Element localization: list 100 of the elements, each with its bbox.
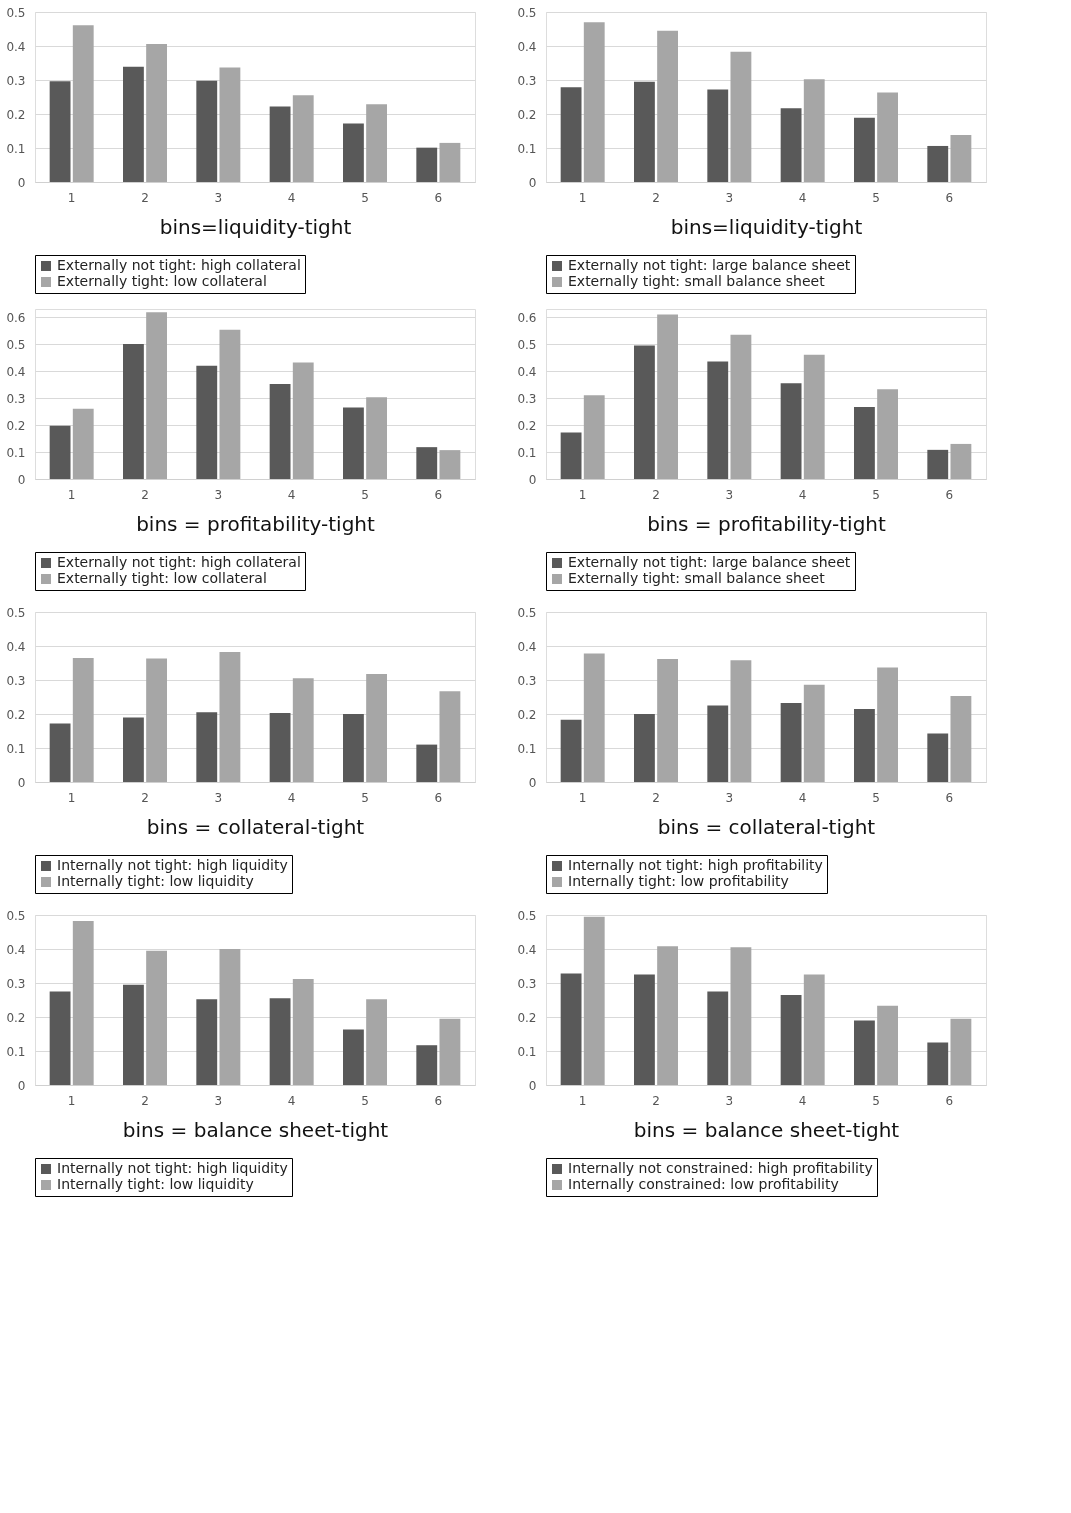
bar (123, 66, 144, 182)
y-tick-label: 0 (528, 775, 537, 790)
bar (560, 973, 582, 1085)
y-tick-label: 0.4 (517, 639, 537, 654)
x-tick-label: 3 (214, 487, 223, 502)
x-tick-label: 2 (652, 790, 660, 805)
bar (560, 87, 582, 182)
bar (269, 712, 291, 782)
y-tick-label: 0.6 (6, 310, 26, 325)
legend-label: Externally tight: low collateral (57, 570, 267, 586)
bar (439, 691, 461, 782)
bar (634, 974, 655, 1085)
bar (927, 449, 949, 479)
bar (72, 408, 94, 479)
x-tick-label: 3 (725, 790, 734, 805)
x-axis-title: bins = balance sheet-tight (633, 1117, 900, 1142)
x-tick-label: 6 (434, 487, 443, 502)
bar (730, 51, 752, 182)
x-tick-label: 4 (287, 790, 296, 805)
bar (343, 1029, 364, 1085)
bar (416, 1045, 438, 1085)
bar (877, 667, 898, 782)
bar (416, 447, 438, 479)
bar (219, 652, 241, 782)
x-tick-label: 5 (361, 790, 369, 805)
legend-label: Externally tight: small balance sheet (568, 570, 826, 586)
y-tick-label: 0.1 (6, 1044, 26, 1059)
bar (877, 389, 898, 479)
bar (927, 145, 949, 182)
y-tick-label: 0 (528, 175, 537, 190)
bar (803, 354, 825, 479)
bar (439, 1018, 461, 1085)
x-tick-label: 1 (578, 190, 587, 205)
legend-label: Externally not tight: high collateral (57, 554, 301, 570)
y-tick-label: 0.3 (6, 73, 26, 88)
x-tick-label: 2 (652, 487, 660, 502)
bar (416, 744, 438, 782)
bar (292, 95, 314, 182)
x-tick-label: 2 (652, 190, 660, 205)
legend-label: Externally not tight: large balance sheet (568, 554, 851, 570)
bar (560, 432, 582, 479)
bar (49, 425, 71, 479)
x-tick-label: 4 (798, 1093, 807, 1108)
legend-label: Externally tight: low collateral (57, 273, 267, 289)
bar (583, 653, 605, 782)
legend-label: Externally tight: small balance sheet (568, 273, 826, 289)
x-tick-label: 2 (141, 1093, 149, 1108)
bar (730, 947, 752, 1085)
x-tick-label: 5 (872, 1093, 880, 1108)
bar (72, 921, 94, 1085)
bar (634, 345, 655, 479)
y-tick-label: 0.2 (6, 418, 26, 433)
x-tick-label: 6 (945, 790, 954, 805)
x-tick-label: 4 (798, 790, 807, 805)
bar (219, 67, 241, 182)
legend-label: Internally not tight: high profitability (568, 857, 823, 873)
y-tick-label: 0.4 (517, 942, 537, 957)
legend-label: Internally not tight: high liquidity (57, 857, 288, 873)
y-tick-label: 0.2 (6, 707, 26, 722)
bar (707, 991, 729, 1085)
x-tick-label: 5 (872, 790, 880, 805)
bar (803, 79, 825, 182)
bar (780, 108, 802, 182)
x-tick-label: 6 (434, 190, 443, 205)
x-tick-label: 1 (67, 487, 76, 502)
y-tick-label: 0.4 (6, 364, 26, 379)
y-tick-label: 0.4 (6, 639, 26, 654)
y-tick-label: 0.2 (517, 707, 537, 722)
y-tick-label: 0.4 (517, 364, 537, 379)
bar (366, 673, 387, 782)
bar (219, 329, 241, 479)
y-tick-label: 0.3 (6, 673, 26, 688)
bar (657, 946, 678, 1085)
y-tick-label: 0.1 (517, 1044, 537, 1059)
bar (877, 92, 898, 182)
y-tick-label: 0.1 (517, 741, 537, 756)
legend-label: Internally constrained: low profitability (568, 1176, 839, 1192)
bar (343, 123, 364, 182)
x-tick-label: 6 (434, 1093, 443, 1108)
bar (72, 657, 94, 782)
bar (583, 916, 605, 1085)
bar (927, 1042, 949, 1085)
legend-label: Internally tight: low liquidity (57, 1176, 254, 1192)
y-tick-label: 0 (17, 175, 26, 190)
bar (49, 991, 71, 1085)
bar (196, 712, 218, 782)
legend-label: Internally not constrained: high profitability (568, 1160, 873, 1176)
x-tick-label: 3 (725, 190, 734, 205)
x-tick-label: 6 (945, 1093, 954, 1108)
x-tick-label: 4 (287, 190, 296, 205)
y-tick-label: 0.3 (517, 391, 537, 406)
x-axis-title: bins=liquidity-tight (159, 214, 352, 239)
bar (803, 974, 825, 1085)
x-axis-title: bins = profitability-tight (136, 511, 376, 536)
y-tick-label: 0.2 (517, 418, 537, 433)
y-tick-label: 0.5 (6, 5, 26, 20)
x-tick-label: 5 (872, 190, 880, 205)
x-axis-title: bins = profitability-tight (647, 511, 887, 536)
x-tick-label: 2 (652, 1093, 660, 1108)
x-tick-label: 4 (798, 190, 807, 205)
